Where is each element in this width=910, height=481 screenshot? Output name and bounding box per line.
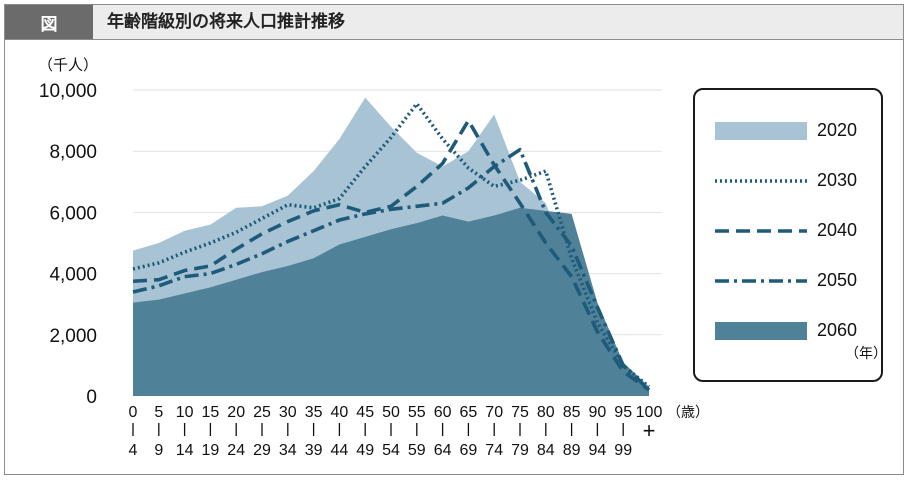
- legend-swatch-2050: [715, 279, 807, 283]
- legend-unit-label: （年）: [845, 346, 887, 362]
- x-unit-label: （歳）: [667, 405, 709, 421]
- y-tick-label: 6,000: [49, 203, 97, 224]
- legend-item-2020: 2020: [695, 116, 881, 146]
- x-tick-label: 80: [537, 404, 555, 421]
- x-tick-label: 39: [305, 442, 323, 459]
- x-tick-label: 15: [202, 404, 220, 421]
- y-tick-label: 2,000: [49, 326, 97, 347]
- x-tick-label: 59: [408, 442, 426, 459]
- x-tick-label: 60: [434, 404, 452, 421]
- x-tick-label: 49: [356, 442, 374, 459]
- chart-legend: 2020 2030 2040 2050 2060 （年）: [693, 88, 887, 382]
- x-tick-label: 0: [129, 404, 138, 421]
- x-tick-label: 85: [563, 404, 581, 421]
- legend-label: 2030: [817, 170, 858, 190]
- y-tick-label: 8,000: [49, 142, 97, 163]
- figure-header: 図 年齢階級別の将来人口推計推移: [5, 5, 903, 40]
- x-tick-label: 24: [227, 442, 245, 459]
- x-tick-label: 100: [636, 404, 663, 421]
- x-tick-label: 75: [511, 404, 529, 421]
- figure-label: 図: [5, 5, 93, 39]
- x-tick-label: 50: [382, 404, 400, 421]
- x-tick-label: 99: [614, 442, 632, 459]
- x-tick-plus: +: [643, 418, 656, 443]
- x-tick-label: 19: [202, 442, 220, 459]
- x-tick-label: 34: [279, 442, 297, 459]
- y-tick-label: 0: [86, 387, 97, 408]
- x-tick-label: 14: [176, 442, 194, 459]
- legend-swatch-2020: [715, 122, 807, 140]
- x-tick-label: 65: [460, 404, 478, 421]
- x-tick-label: 70: [485, 404, 503, 421]
- legend-item-2060: 2060: [695, 316, 881, 346]
- x-tick-label: 94: [589, 442, 607, 459]
- y-tick-label: 4,000: [49, 265, 97, 286]
- x-tick-label: 84: [537, 442, 555, 459]
- legend-label: 2020: [817, 120, 858, 140]
- series-area-2060: [133, 207, 649, 396]
- x-tick-label: 64: [434, 442, 452, 459]
- x-tick-label: 29: [253, 442, 271, 459]
- x-tick-label: 30: [279, 404, 297, 421]
- x-tick-label: 35: [305, 404, 323, 421]
- legend-item-2040: 2040: [695, 216, 881, 246]
- legend-swatch-2040: [715, 229, 807, 233]
- y-tick-label: 10,000: [39, 81, 97, 102]
- x-tick-label: 4: [129, 442, 138, 459]
- series-line-2040: [132, 118, 651, 392]
- x-tick-label: 9: [154, 442, 163, 459]
- x-tick-label: 44: [331, 442, 349, 459]
- legend-label: 2040: [817, 220, 858, 240]
- x-tick-label: 74: [485, 442, 503, 459]
- x-tick-label: 90: [589, 404, 607, 421]
- x-tick-label: 5: [154, 404, 163, 421]
- x-tick-label: 79: [511, 442, 529, 459]
- x-tick-label: 95: [614, 404, 632, 421]
- legend-swatch-2060: [715, 322, 807, 340]
- y-unit-label: （千人）: [38, 56, 98, 74]
- x-tick-label: 20: [227, 404, 245, 421]
- chart-title: 年齢階級別の将来人口推計推移: [107, 12, 345, 32]
- series-line-2030: [132, 101, 651, 389]
- legend-item-2050: 2050: [695, 266, 881, 296]
- x-tick-label: 69: [460, 442, 478, 459]
- legend-item-2030: 2030: [695, 166, 881, 196]
- legend-swatch-2030: [715, 179, 807, 183]
- x-tick-label: 55: [408, 404, 426, 421]
- x-tick-label: 25: [253, 404, 271, 421]
- x-tick-label: 40: [331, 404, 349, 421]
- legend-label: 2050: [817, 270, 858, 290]
- x-tick-label: 54: [382, 442, 400, 459]
- legend-label: 2060: [817, 320, 858, 340]
- x-tick-label: 89: [563, 442, 581, 459]
- x-tick-label: 10: [176, 404, 194, 421]
- series-line-2050: [132, 147, 651, 392]
- x-tick-label: 45: [356, 404, 374, 421]
